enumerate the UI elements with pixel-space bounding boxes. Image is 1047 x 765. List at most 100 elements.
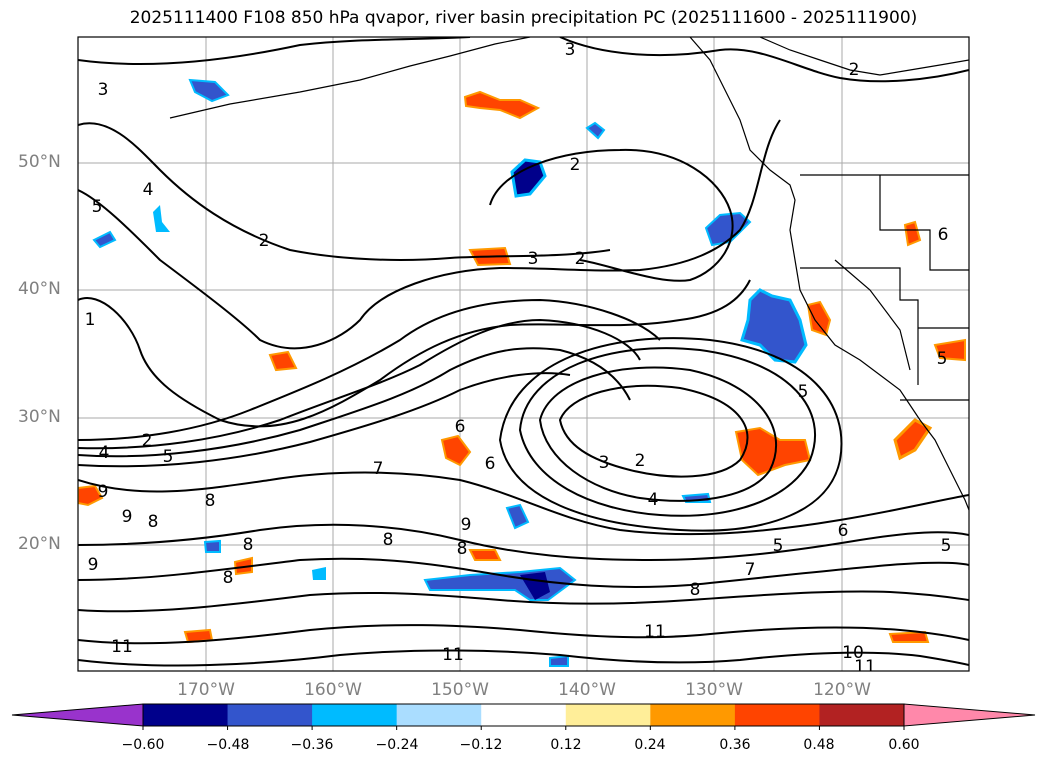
colorbar-tick-label: −0.24: [375, 737, 419, 753]
contour-label: 10: [842, 643, 864, 663]
contour-label: 5: [937, 349, 948, 369]
contour-label: 8: [205, 491, 216, 511]
contour-label: 6: [938, 225, 949, 245]
colorbar-tick-label: 0.24: [634, 737, 666, 753]
lon-label: 160°W: [304, 680, 362, 700]
colorbar-frame: [142, 703, 905, 727]
contour-label: 3: [565, 40, 576, 60]
contour-label: 7: [745, 560, 756, 580]
contour-label: 2: [142, 431, 153, 451]
contour-label: 3: [528, 249, 539, 269]
colorbar-extend-low: [11, 703, 144, 727]
colorbar-tick-label: 0.60: [888, 737, 920, 753]
lon-label: 170°W: [177, 680, 235, 700]
colorbar-bin: [734, 704, 820, 726]
colorbar-bin: [819, 704, 905, 726]
contour-label: 8: [383, 530, 394, 550]
lon-label: 120°W: [813, 680, 871, 700]
colorbar-extend-high: [903, 703, 1036, 727]
precip-blob-pos: [463, 90, 541, 120]
colorbar-bin: [143, 704, 229, 726]
colorbar-bin: [396, 704, 482, 726]
contour-label: 11: [111, 637, 133, 657]
contour-label: 6: [455, 417, 466, 437]
precip-blob-neg: [510, 158, 547, 198]
lon-label: 140°W: [558, 680, 616, 700]
contour-label: 2: [849, 60, 860, 80]
colorbar-tick-label: −0.60: [121, 737, 165, 753]
lon-label: 130°W: [685, 680, 743, 700]
contour-label: 7: [373, 459, 384, 479]
precip-blob-neg: [585, 121, 606, 140]
colorbar-tick-label: −0.12: [459, 737, 503, 753]
precip-blob-neg: [92, 230, 117, 249]
contour-label: 2: [570, 155, 581, 175]
precip-blob-neg: [505, 503, 530, 530]
contour-label: 6: [838, 521, 849, 541]
precip-blob-neg: [312, 567, 326, 580]
contour-label: 9: [122, 507, 133, 527]
precip-blob-pos: [903, 220, 922, 247]
contour-label: 11: [442, 645, 464, 665]
contour-label: 2: [575, 249, 586, 269]
precip-blob-pos: [806, 300, 832, 337]
lat-label: 40°N: [18, 279, 61, 299]
precip-blob-neg: [203, 539, 221, 553]
contour-label: 6: [485, 454, 496, 474]
precip-blob-neg: [549, 654, 569, 667]
colorbar-tick-label: 0.48: [803, 737, 835, 753]
contour-labels: 3 2 3 2 4 5 2 3 2 1 2 4 5 6 6 7 6 3 2 4 …: [85, 40, 952, 677]
colorbar-bin: [481, 704, 567, 726]
contour-label: 4: [99, 443, 110, 463]
contour-label: 5: [798, 382, 809, 402]
colorbar-tick-label: −0.36: [290, 737, 334, 753]
contour-label: 9: [88, 555, 99, 575]
qvapor-contours: [78, 37, 969, 667]
precip-blob-neg: [188, 78, 230, 103]
coastlines: [169, 37, 969, 511]
precip-blob-pos: [468, 549, 502, 561]
colorbar-tick-label: 0.36: [719, 737, 751, 753]
contour-label: 9: [461, 515, 472, 535]
contour-label: 8: [690, 580, 701, 600]
precip-blob-neg: [740, 288, 808, 364]
precip-blob-pos: [268, 350, 298, 372]
contour-label: 11: [644, 622, 666, 642]
contour-label: 8: [243, 535, 254, 555]
precip-blob-pos: [933, 338, 966, 362]
contour-label: 5: [773, 536, 784, 556]
colorbar-bin: [650, 704, 736, 726]
lat-label: 20°N: [18, 534, 61, 554]
colorbar-tick-label: −0.48: [206, 737, 250, 753]
contour-label: 8: [148, 512, 159, 532]
lon-label: 150°W: [431, 680, 489, 700]
contour-label: 5: [92, 197, 103, 217]
contour-label: 1: [85, 310, 96, 330]
contour-label: 5: [941, 536, 952, 556]
contour-label: 2: [635, 451, 646, 471]
contour-label: 3: [98, 80, 109, 100]
contour-label: 5: [163, 447, 174, 467]
precip-blob-pos: [440, 434, 472, 467]
figure-title: 2025111400 F108 850 hPa qvapor, river ba…: [129, 8, 918, 28]
colorbar-bin: [565, 704, 651, 726]
contour-label: 8: [457, 539, 468, 559]
precip-blob-pos: [78, 484, 104, 507]
contour-label: 8: [223, 568, 234, 588]
lat-label: 30°N: [18, 407, 61, 427]
contour-label: 11: [854, 657, 876, 677]
colorbar-bin: [227, 704, 313, 726]
contour-label: 9: [98, 482, 109, 502]
precip-blob-neg: [704, 211, 752, 247]
colorbar-tick-label: 0.12: [550, 737, 582, 753]
contour-label: 4: [648, 490, 659, 510]
contour-label: 4: [143, 180, 154, 200]
precip-blob-pos: [888, 630, 930, 643]
colorbar-bin: [312, 704, 398, 726]
precip-blob-pos: [233, 556, 253, 576]
precip-blob-neg: [153, 205, 170, 232]
precip-blob-pos: [893, 418, 933, 461]
lat-label: 50°N: [18, 152, 61, 172]
